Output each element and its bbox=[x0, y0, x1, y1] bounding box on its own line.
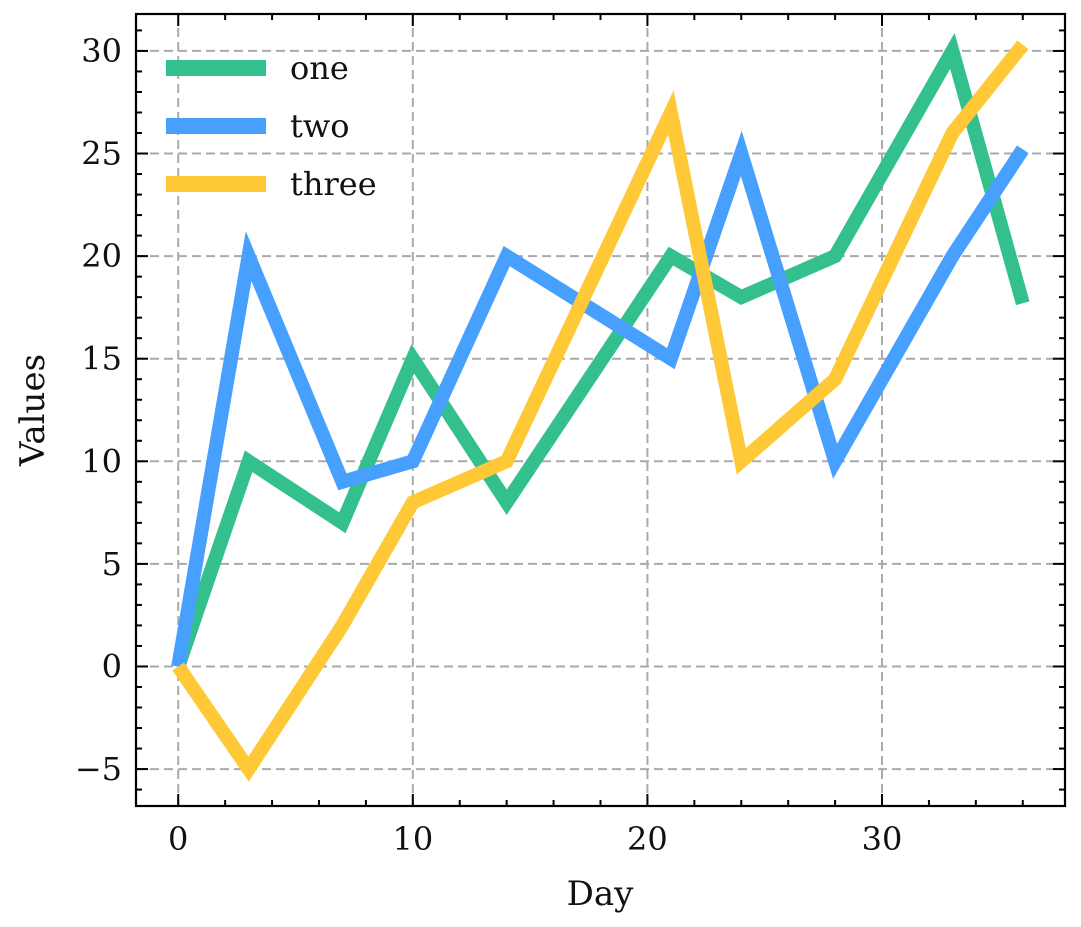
y-tick-label: −5 bbox=[75, 750, 122, 788]
x-tick-labels: 0 10 20 30 bbox=[168, 820, 902, 858]
grid bbox=[136, 14, 1065, 806]
series-line-one bbox=[171, 32, 1030, 669]
legend-label-three: three bbox=[290, 165, 377, 203]
x-tick-label: 0 bbox=[168, 820, 188, 858]
y-tick-label: 10 bbox=[81, 442, 122, 480]
y-tick-label: 15 bbox=[81, 340, 122, 378]
x-axis-title: Day bbox=[567, 874, 635, 914]
legend-label-one: one bbox=[290, 49, 349, 87]
y-tick-label: 5 bbox=[102, 545, 122, 583]
series-line-three bbox=[172, 40, 1029, 782]
y-tick-label: 20 bbox=[81, 237, 122, 275]
x-tick-label: 20 bbox=[627, 820, 668, 858]
y-axis-title: Values bbox=[13, 354, 53, 467]
y-tick-labels: −5 0 5 10 15 20 25 30 bbox=[75, 32, 122, 788]
y-tick-label: 30 bbox=[81, 32, 122, 70]
x-tick-label: 10 bbox=[392, 820, 433, 858]
x-tick-label: 30 bbox=[862, 820, 903, 858]
legend: one two three bbox=[166, 49, 377, 203]
legend-label-two: two bbox=[290, 107, 350, 145]
series-line-two bbox=[171, 130, 1029, 668]
y-tick-label: 25 bbox=[81, 135, 122, 173]
series-lines bbox=[171, 32, 1030, 782]
y-tick-label: 0 bbox=[102, 647, 122, 685]
plot-frame bbox=[134, 12, 1067, 808]
axis-ticks bbox=[136, 14, 1065, 806]
